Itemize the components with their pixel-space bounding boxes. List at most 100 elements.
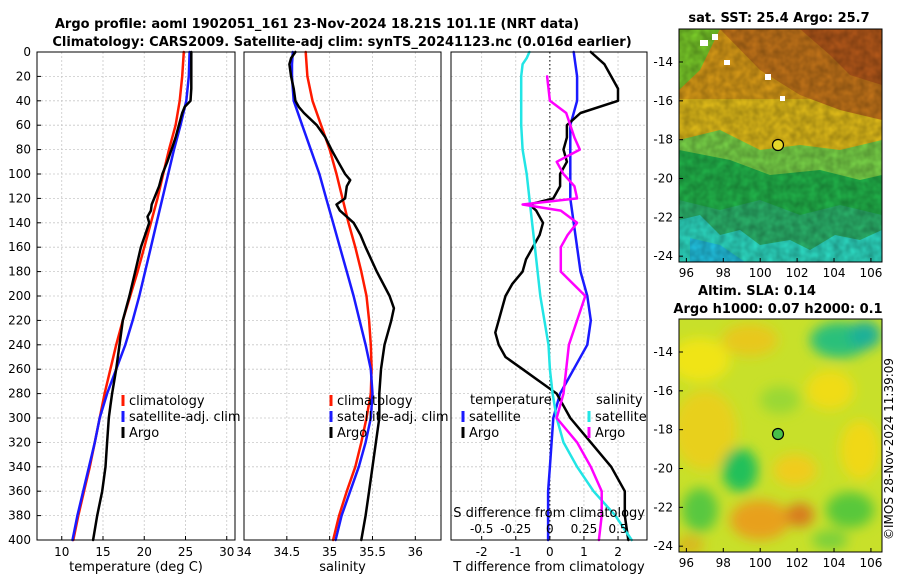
series-line-s-argo-diff bbox=[521, 75, 603, 542]
sla-map-frame bbox=[678, 318, 883, 553]
y-tick-label: 140 bbox=[8, 216, 31, 230]
y-tick-label: 80 bbox=[16, 143, 31, 157]
y-tick-label: 20 bbox=[16, 69, 31, 83]
map-y-tick-label: -14 bbox=[653, 55, 673, 69]
y-tick-label: 40 bbox=[16, 94, 31, 108]
x-tick-label: -2 bbox=[476, 545, 488, 559]
x-axis-label: temperature (deg C) bbox=[69, 560, 203, 575]
x-tick-label: 36 bbox=[408, 545, 423, 559]
legend-label: Argo bbox=[595, 426, 625, 441]
map-x-tick-label: 102 bbox=[786, 266, 809, 280]
y-tick-label: 280 bbox=[8, 387, 31, 401]
map-x-tick-label: 104 bbox=[823, 556, 846, 570]
x-tick-label: 0 bbox=[546, 545, 554, 559]
y-tick-label: 120 bbox=[8, 191, 31, 205]
legend-label: Argo bbox=[129, 426, 159, 441]
map-x-tick-label: 100 bbox=[749, 556, 772, 570]
series-line-satellite-adj-clim bbox=[290, 50, 374, 542]
x2-axis-label: S difference from climatology bbox=[453, 506, 645, 521]
map-y-tick-label: -20 bbox=[653, 462, 673, 476]
x-tick-label: 34 bbox=[236, 545, 251, 559]
y-tick-label: 100 bbox=[8, 167, 31, 181]
legend-label: Argo bbox=[469, 426, 499, 441]
x-tick-label: 35 bbox=[322, 545, 337, 559]
sst-argo-location-marker bbox=[771, 138, 785, 152]
x-tick-label: 1 bbox=[580, 545, 588, 559]
map-y-tick-label: -14 bbox=[653, 345, 673, 359]
sla-map-title-line1: Altim. SLA: 0.14 bbox=[698, 284, 816, 299]
map-x-tick-label: 98 bbox=[716, 556, 731, 570]
difference-profile-panel: -2 -1 0 1 2T difference from climatology S di… bbox=[450, 50, 648, 575]
sla-map-title-line2: Argo h1000: 0.07 h2000: 0.1 bbox=[673, 302, 882, 317]
map-x-tick-label: 106 bbox=[859, 556, 882, 570]
x-axis-label: salinity bbox=[319, 560, 366, 575]
sst-map-field bbox=[679, 29, 882, 262]
series-line-t-argo-diff bbox=[494, 50, 630, 542]
legend-label: satellite-adj. clim bbox=[337, 410, 449, 425]
salinity-profile-panel: 34 34.5 35 35.5 36 salinity climatologysatelli… bbox=[236, 50, 449, 575]
series-line-satellite-adj-clim bbox=[71, 50, 191, 542]
legend-label: climatology bbox=[129, 394, 205, 409]
sla-map-field bbox=[679, 319, 882, 552]
y-tick-label: 240 bbox=[8, 338, 31, 352]
x-tick-label: 15 bbox=[95, 545, 110, 559]
y-tick-label: 260 bbox=[8, 362, 31, 376]
y-tick-label: 340 bbox=[8, 460, 31, 474]
y-tick-label: 160 bbox=[8, 240, 31, 254]
series-line-s-satellite-diff bbox=[519, 50, 633, 542]
x-tick-label: 25 bbox=[178, 545, 193, 559]
x-tick-label: 20 bbox=[137, 545, 152, 559]
map-y-tick-label: -22 bbox=[653, 210, 673, 224]
y-tick-label: 200 bbox=[8, 289, 31, 303]
x-tick-label: 35.5 bbox=[359, 545, 386, 559]
x-tick-label: -1 bbox=[510, 545, 522, 559]
map-y-tick-label: -24 bbox=[653, 539, 673, 553]
legend-label: Argo bbox=[337, 426, 367, 441]
x-tick-label: 2 bbox=[614, 545, 622, 559]
x2-tick-label: 0 bbox=[546, 522, 554, 536]
map-x-tick-label: 96 bbox=[679, 556, 694, 570]
x-tick-label: 34.5 bbox=[273, 545, 300, 559]
sst-map-title: sat. SST: 25.4 Argo: 25.7 bbox=[688, 11, 869, 26]
y-tick-label: 360 bbox=[8, 484, 31, 498]
figure-title-line1: Argo profile: aoml 1902051_161 23-Nov-20… bbox=[55, 17, 579, 32]
x-axis-label: T difference from climatology bbox=[452, 560, 645, 575]
y-tick-label: 60 bbox=[16, 118, 31, 132]
y-tick-label: 0 bbox=[23, 45, 31, 59]
map-x-tick-label: 102 bbox=[786, 556, 809, 570]
legend-label: satellite bbox=[469, 410, 521, 425]
sst-map-panel: sat. SST: 25.4 Argo: 25.7 96 98 100 102 104 1… bbox=[653, 11, 883, 280]
x-tick-label: 30 bbox=[219, 545, 234, 559]
y-tick-label: 320 bbox=[8, 435, 31, 449]
sla-map-panel: Altim. SLA: 0.14 Argo h1000: 0.07 h2000:… bbox=[653, 284, 882, 570]
map-x-tick-label: 98 bbox=[716, 266, 731, 280]
series-line-argo bbox=[91, 50, 193, 542]
plot-frame bbox=[450, 51, 648, 541]
sla-argo-location-marker bbox=[771, 427, 785, 441]
series-line-argo bbox=[288, 50, 396, 542]
x2-tick-label: 0.25 bbox=[571, 522, 598, 536]
legend-title: temperature bbox=[470, 393, 552, 408]
sst-map-frame bbox=[678, 28, 883, 263]
y-tick-label: 400 bbox=[8, 533, 31, 547]
map-y-tick-label: -24 bbox=[653, 249, 673, 263]
imos-credit-text: ©IMOS 28-Nov-2024 11:39:09 bbox=[882, 358, 896, 540]
y-tick-label: 220 bbox=[8, 313, 31, 327]
map-x-tick-label: 104 bbox=[823, 266, 846, 280]
temperature-profile-panel: 0 20 40 60 80 100 120 140 160 180 200 220 240 260 280 3… bbox=[8, 45, 241, 575]
series-line-t-satellite-diff bbox=[546, 50, 593, 542]
map-x-tick-label: 96 bbox=[679, 266, 694, 280]
x2-tick-label: 0.5 bbox=[608, 522, 627, 536]
legend-title: salinity bbox=[596, 393, 643, 408]
legend-label: satellite bbox=[595, 410, 647, 425]
x2-tick-label: -0.25 bbox=[500, 522, 531, 536]
y-tick-label: 180 bbox=[8, 265, 31, 279]
map-y-tick-label: -20 bbox=[653, 172, 673, 186]
plot-frame bbox=[243, 51, 442, 541]
map-x-tick-label: 100 bbox=[749, 266, 772, 280]
y-tick-label: 300 bbox=[8, 411, 31, 425]
map-y-tick-label: -18 bbox=[653, 133, 673, 147]
map-y-tick-label: -16 bbox=[653, 384, 673, 398]
map-x-tick-label: 106 bbox=[859, 266, 882, 280]
